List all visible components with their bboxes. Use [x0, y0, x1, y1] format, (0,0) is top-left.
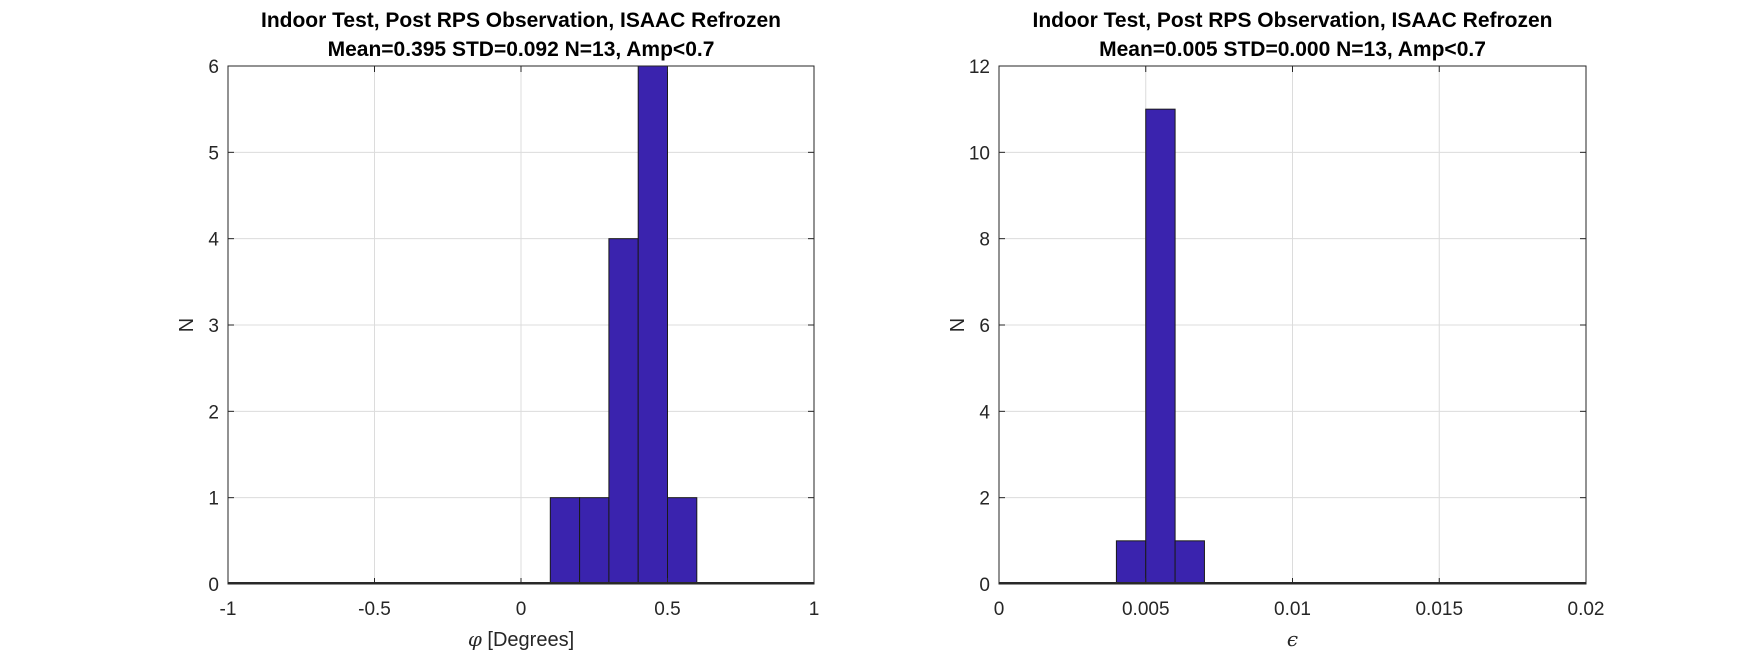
x-tick-label: 0	[516, 599, 527, 620]
histogram-bar	[1115, 540, 1147, 585]
histogram-bar	[1145, 108, 1176, 585]
y-tick-label: 2	[208, 402, 219, 423]
x-axis-symbol: ϵ	[1287, 627, 1298, 651]
chart-title: Indoor Test, Post RPS Observation, ISAAC…	[1032, 9, 1552, 32]
x-tick-label: 1	[809, 599, 820, 620]
chart-subtitle: Mean=0.395 STD=0.092 N=13, Amp<0.7	[328, 38, 715, 61]
y-axis-label: N	[176, 318, 198, 332]
histogram-panel-2: 0 0.005 0.01 0.015 0.02 0 2 4 6 8 10 12 Indoor Test,…	[947, 9, 1604, 651]
y-tick-label: 1	[208, 489, 219, 510]
histogram-bar	[579, 497, 610, 585]
y-tick-label: 12	[969, 57, 990, 78]
y-tick-label: 4	[208, 230, 219, 251]
x-axis-label: φ [Degrees]	[468, 627, 574, 651]
y-axis-label: N	[947, 318, 969, 332]
histogram-panel-1: -1 -0.5 0 0.5 1 0 1 2 3 4 5 6 Indoor Test, Post RPS …	[176, 9, 819, 651]
y-tick-label: 2	[979, 489, 990, 510]
y-tick-label: 3	[208, 316, 219, 337]
y-tick-label: 4	[979, 402, 990, 423]
x-tick-label: -0.5	[358, 599, 391, 620]
x-tick-label: 0.01	[1274, 599, 1311, 620]
histogram-bar	[667, 497, 698, 585]
x-tick-label: 0	[994, 599, 1005, 620]
y-tick-label: 6	[979, 316, 990, 337]
x-tick-label: 0.5	[654, 599, 680, 620]
y-tick-label: 10	[969, 143, 990, 164]
chart-title: Indoor Test, Post RPS Observation, ISAAC…	[261, 9, 781, 32]
x-axis-unit: [Degrees]	[482, 629, 574, 651]
x-tick-label: 0.015	[1415, 599, 1463, 620]
x-axis-label: ϵ	[1287, 627, 1298, 651]
histogram-bar	[608, 238, 639, 585]
x-tick-label: -1	[220, 599, 237, 620]
x-tick-label: 0.005	[1122, 599, 1170, 620]
y-tick-label: 8	[979, 230, 990, 251]
y-tick-label: 0	[208, 575, 219, 596]
y-tick-label: 6	[208, 57, 219, 78]
x-tick-label: 0.02	[1568, 599, 1605, 620]
chart-subtitle: Mean=0.005 STD=0.000 N=13, Amp<0.7	[1099, 38, 1486, 61]
histogram-bar	[637, 65, 669, 585]
y-tick-label: 5	[208, 143, 219, 164]
y-tick-label: 0	[979, 575, 990, 596]
x-axis-symbol: φ	[468, 627, 482, 651]
histogram-bar	[549, 497, 581, 585]
histogram-bar	[1174, 540, 1205, 585]
